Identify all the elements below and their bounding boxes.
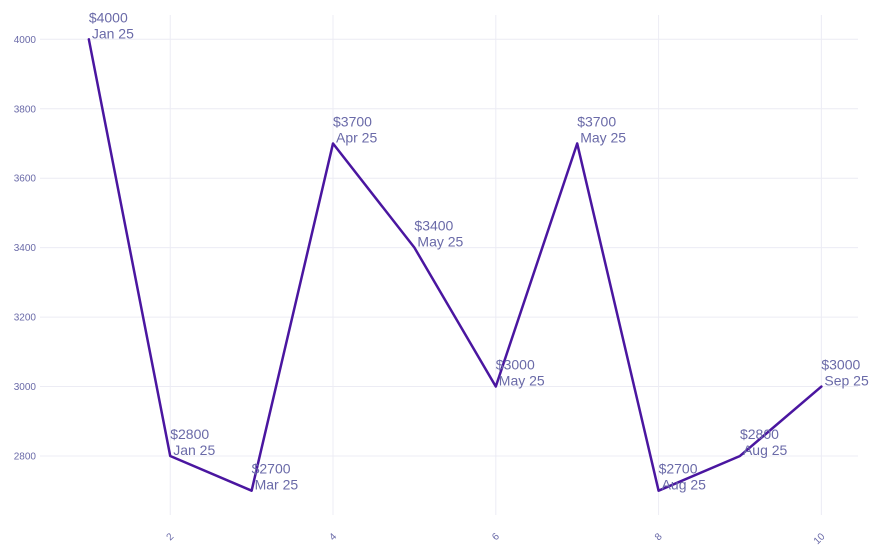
point-value-label: $2700 xyxy=(252,461,291,477)
x-axis-ticks: 2 4 6 8 10 xyxy=(165,531,828,547)
point-value-label: $2800 xyxy=(170,426,209,442)
point-date-label: Jan 25 xyxy=(173,442,215,458)
y-tick-label: 3200 xyxy=(14,313,37,324)
x-tick-label: 8 xyxy=(653,531,665,543)
point-date-label: May 25 xyxy=(499,373,545,389)
point-value-label: $2800 xyxy=(740,426,779,442)
y-tick-label: 3800 xyxy=(14,104,37,115)
point-date-label: Mar 25 xyxy=(255,477,299,493)
x-tick-label: 4 xyxy=(327,531,339,543)
point-date-label: Sep 25 xyxy=(824,373,869,389)
point-date-label: May 25 xyxy=(417,234,463,250)
x-tick-label: 2 xyxy=(165,531,177,543)
series-line xyxy=(87,38,823,492)
y-axis-ticks: 2800 3000 3200 3400 3600 3800 4000 xyxy=(14,35,37,463)
point-value-label: $3000 xyxy=(496,357,535,373)
point-value-label: $3700 xyxy=(577,113,616,129)
y-tick-label: 2800 xyxy=(14,451,37,462)
point-value-label: $3700 xyxy=(333,113,372,129)
point-value-label: $3400 xyxy=(414,218,453,234)
x-tick-label: 10 xyxy=(812,531,828,547)
y-tick-label: 3000 xyxy=(14,382,37,393)
grid xyxy=(40,15,858,515)
point-value-label: $4000 xyxy=(89,9,128,25)
point-date-label: Jan 25 xyxy=(92,25,134,41)
y-tick-label: 3400 xyxy=(14,243,37,254)
y-tick-label: 3600 xyxy=(14,174,37,185)
point-date-label: Apr 25 xyxy=(336,129,377,145)
point-value-label: $2700 xyxy=(659,461,698,477)
series xyxy=(87,38,823,492)
point-date-label: Aug 25 xyxy=(662,477,707,493)
x-tick-label: 6 xyxy=(490,531,502,543)
point-date-label: Aug 25 xyxy=(743,442,788,458)
y-tick-label: 4000 xyxy=(14,35,37,46)
point-value-label: $3000 xyxy=(821,357,860,373)
point-date-label: May 25 xyxy=(580,129,626,145)
